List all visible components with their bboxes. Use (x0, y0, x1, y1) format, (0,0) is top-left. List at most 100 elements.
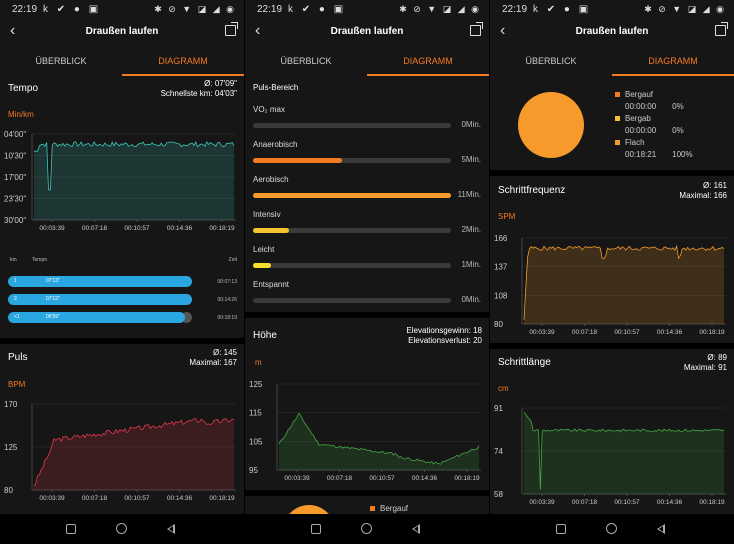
tempo-unit: Min/km (8, 110, 34, 119)
lap-tempo: 06'59" (46, 314, 60, 320)
lap-km: <1 (14, 314, 20, 320)
legend-bergauf-label: Bergauf (380, 504, 409, 513)
y-tick-label: 10'30" (4, 152, 26, 161)
legend-time: 00:00:00 (625, 126, 657, 135)
legend-pct: 100% (672, 150, 693, 159)
share-icon[interactable] (715, 22, 728, 36)
series-line (33, 418, 235, 487)
zone-label: Leicht (253, 245, 275, 254)
tempo-title: Tempo (8, 83, 39, 94)
lap-zeit: 00:18:19 (217, 315, 237, 321)
y-tick-label: 95 (249, 466, 258, 475)
back-triangle-icon[interactable] (412, 524, 420, 534)
puls-bereich-title: Puls-Bereich (253, 83, 299, 92)
y-tick-label: 105 (249, 437, 263, 446)
terrain-legend: Bergauf 00:00:00 0% Bergab 00:00:00 0% Flach 00… (615, 89, 693, 161)
tab-ueberblick[interactable]: ÜBERBLICK (35, 56, 87, 66)
zone-value: 1Min. (461, 260, 481, 269)
x-tick-label: 00:10:57 (124, 225, 150, 232)
x-tick-label: 00:14:36 (167, 495, 193, 502)
zone-row: Leicht 1Min. (253, 245, 489, 277)
back-arrow-icon[interactable]: ‹ (500, 22, 506, 39)
tab-bar: ÜBERBLICK DIAGRAMM (245, 50, 489, 76)
back-arrow-icon[interactable]: ‹ (10, 22, 16, 39)
tempo-chart: 04'00" 10'30" 17'00" 23'30" 30'00" 00:03:39 00… (4, 130, 236, 232)
series-area (34, 418, 234, 490)
legend-values: 00:00:00 0% (615, 101, 693, 113)
title-bar: ‹ Draußen laufen (245, 20, 489, 46)
zone-label: Entspannt (253, 280, 290, 289)
hoehe-chart: 125 115 105 95 00:03:39 00:07:18 00:10:57 00:14… (249, 380, 481, 482)
lap-zeit: 00:07:13 (217, 279, 237, 285)
recent-apps-icon[interactable] (311, 524, 321, 534)
schrittlaenge-stats: Ø: 89 Maximal: 91 (684, 353, 727, 373)
zone-fill (253, 193, 451, 198)
system-icons: ✱ ⊘ ▼ ◪ ◢ ◉ (644, 4, 726, 14)
status-bar: 22:19 k ✔ ● ▣ ✱ ⊘ ▼ ◪ ◢ ◉ (490, 0, 734, 20)
home-icon[interactable] (606, 523, 617, 534)
legend-label: Flach (625, 138, 645, 147)
tab-bar: ÜBERBLICK DIAGRAMM (0, 50, 244, 76)
x-tick-label: 00:07:18 (82, 495, 108, 502)
x-tick-label: 00:03:39 (529, 329, 555, 336)
y-tick-label: 04'00" (4, 130, 26, 139)
tab-ueberblick[interactable]: ÜBERBLICK (525, 56, 577, 66)
title-bar: ‹ Draußen laufen (490, 20, 734, 46)
puls-unit: BPM (8, 380, 26, 389)
tab-diagramm[interactable]: DIAGRAMM (367, 50, 489, 76)
tab-diagramm[interactable]: DIAGRAMM (122, 50, 244, 76)
x-tick-label: 00:14:36 (167, 225, 193, 232)
legend-entry: Bergauf (615, 89, 693, 101)
y-tick-label: 137 (494, 263, 508, 272)
legend-pct: 0% (672, 126, 684, 135)
notification-icons: k ✔ ● ▣ (43, 4, 102, 15)
zone-fill (253, 263, 271, 268)
y-tick-label: 125 (249, 380, 263, 389)
zone-row: VO₂ max 0Min. (253, 105, 489, 137)
legend-swatch (370, 506, 375, 512)
system-icons: ✱ ⊘ ▼ ◪ ◢ ◉ (154, 4, 236, 14)
back-arrow-icon[interactable]: ‹ (255, 22, 261, 39)
laps-header-tempo: Tempo (32, 257, 48, 263)
legend-values: 00:00:00 0% (615, 125, 693, 137)
pie-slice (518, 92, 584, 158)
x-tick-label: 00:03:39 (284, 475, 310, 482)
y-tick-label: 23'30" (4, 195, 26, 204)
legend-pct: 0% (672, 102, 684, 111)
lap-zeit: 00:14:26 (217, 297, 237, 303)
schrittfrequenz-unit: SPM (498, 212, 516, 221)
share-icon[interactable] (225, 22, 238, 36)
share-icon[interactable] (470, 22, 483, 36)
x-tick-label: 00:14:36 (657, 499, 683, 506)
y-tick-label: 170 (4, 400, 18, 409)
zone-track (253, 123, 451, 128)
recent-apps-icon[interactable] (66, 524, 76, 534)
series-area (524, 412, 724, 494)
tempo-average: Ø: 07'09" (204, 79, 237, 88)
terrain-legend-peek: Bergauf (370, 503, 408, 514)
puls-stats: Ø: 145 Maximal: 167 (189, 348, 237, 368)
zone-track (253, 158, 451, 163)
x-tick-label: 00:07:18 (82, 225, 108, 232)
back-triangle-icon[interactable] (657, 524, 665, 534)
back-triangle-icon[interactable] (167, 524, 175, 534)
legend-time: 00:18:21 (625, 150, 657, 159)
recent-apps-icon[interactable] (556, 524, 566, 534)
schrittfrequenz-stats: Ø: 161 Maximal: 166 (679, 181, 727, 201)
zone-value: 0Min. (461, 295, 481, 304)
home-icon[interactable] (116, 523, 127, 534)
series-area (524, 246, 724, 324)
x-tick-label: 00:10:57 (614, 499, 640, 506)
x-tick-label: 00:10:57 (614, 329, 640, 336)
tab-ueberblick[interactable]: ÜBERBLICK (280, 56, 332, 66)
y-tick-label: 80 (494, 320, 503, 329)
zone-row: Anaerobisch 5Min. (253, 140, 489, 172)
home-icon[interactable] (361, 523, 372, 534)
zone-label: Intensiv (253, 210, 281, 219)
terrain-pie-chart (518, 92, 584, 158)
lap-tempo: 07'13" (46, 296, 60, 302)
elevation-gain: Elevationsgewinn: 18 (406, 326, 482, 335)
tab-bar: ÜBERBLICK DIAGRAMM (490, 50, 734, 76)
tab-diagramm[interactable]: DIAGRAMM (612, 50, 734, 76)
y-tick-label: 91 (494, 404, 503, 413)
